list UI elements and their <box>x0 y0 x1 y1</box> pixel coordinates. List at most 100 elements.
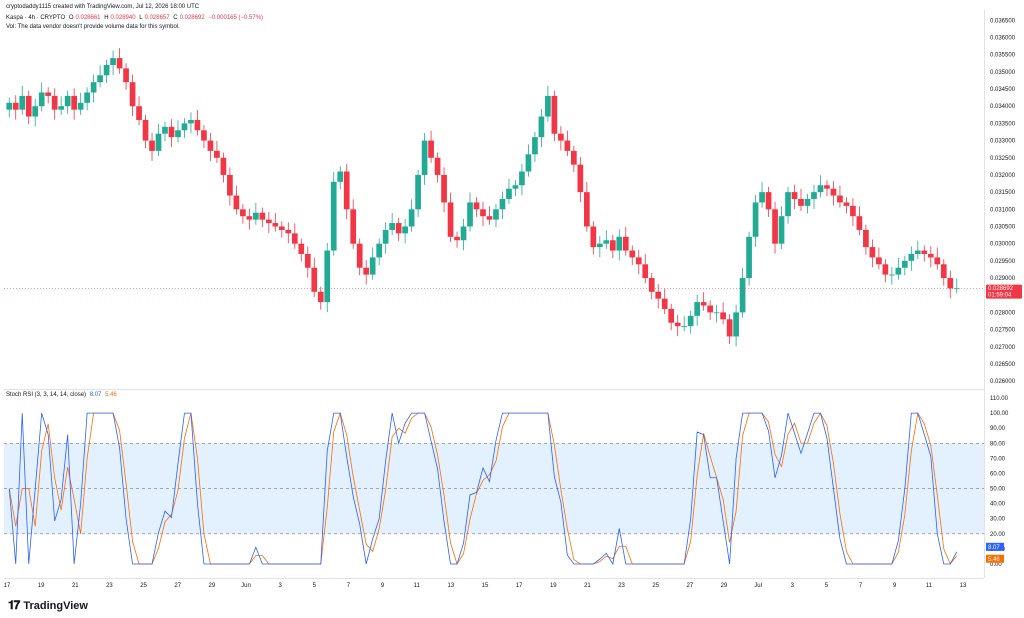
time-tick-label: 19 <box>38 583 45 589</box>
candle-body <box>512 185 519 189</box>
candle-body <box>415 174 421 210</box>
candle-body <box>324 250 331 303</box>
candle-body <box>32 106 39 117</box>
candle-body <box>934 257 941 265</box>
candle-layer[interactable] <box>6 48 960 347</box>
candle-body <box>668 308 675 323</box>
candle-body <box>726 319 733 337</box>
candle-body <box>532 137 538 155</box>
tradingview-logo-icon: 𝟏𝟕 <box>8 598 20 612</box>
candle-body <box>571 150 577 165</box>
candle-body <box>901 260 908 268</box>
candle-body <box>142 119 149 141</box>
time-tick-label: 29 <box>721 583 728 589</box>
time-tick-label: 13 <box>960 583 967 589</box>
time-tick-label: 3 <box>791 583 795 589</box>
candle-body <box>577 164 584 193</box>
candle-body <box>824 185 830 189</box>
candle-body <box>778 216 785 244</box>
price-tick-label: 0.026000 <box>990 379 1016 385</box>
tradingview-logo[interactable]: 𝟏𝟕 TradingView <box>8 598 88 613</box>
time-tick-label: 17 <box>516 583 523 589</box>
rsi-tick-label: 30.00 <box>990 517 1006 523</box>
high-value: 0.028940 <box>110 15 136 21</box>
candle-body <box>622 236 629 251</box>
candle-body <box>317 291 324 303</box>
candle-body <box>84 92 90 103</box>
candle-body <box>259 212 266 220</box>
candle-body <box>785 192 791 217</box>
time-tick-label: 29 <box>209 583 216 589</box>
time-tick-label: 19 <box>550 583 557 589</box>
symbol-name[interactable]: Kaspa · 4h · CRYPTO <box>6 15 66 21</box>
rsi-tick-label: 100.00 <box>990 411 1009 417</box>
candle-body <box>330 181 337 251</box>
candle-body <box>149 140 155 151</box>
price-countdown: 01:59:04 <box>988 293 1012 299</box>
candle-body <box>343 171 350 210</box>
candle-body <box>837 195 843 203</box>
candle-body <box>246 216 253 220</box>
candle-body <box>304 253 311 268</box>
candle-body <box>480 209 486 217</box>
candle-body <box>947 278 954 289</box>
rsi-tick-label: 40.00 <box>990 502 1006 508</box>
price-tick-label: 0.035000 <box>990 70 1016 76</box>
rsi-tick-label: 80.00 <box>990 441 1006 447</box>
change-value: −0.000165 (−0.57%) <box>208 15 264 21</box>
candle-body <box>376 243 383 258</box>
time-tick-label: 11 <box>414 583 421 589</box>
price-tick-label: 0.036500 <box>990 18 1016 24</box>
candle-body <box>850 205 856 217</box>
candle-body <box>194 119 201 131</box>
rsi-tick-label: 90.00 <box>990 426 1006 432</box>
candle-body <box>506 188 512 199</box>
candle-body <box>51 95 58 110</box>
rsi-d-tag-value: 5.46 <box>988 557 1000 563</box>
time-tick-label: 9 <box>893 583 897 589</box>
candle-body <box>681 326 688 327</box>
candle-body <box>895 267 902 275</box>
stoch-rsi-legend[interactable]: Stoch RSI (3, 3, 14, 14, close) 8.07 5.4… <box>6 392 119 398</box>
candle-body <box>876 257 882 265</box>
candle-body <box>253 212 259 220</box>
time-tick-label: 27 <box>174 583 181 589</box>
price-tick-label: 0.031500 <box>990 190 1016 196</box>
candle-body <box>616 236 623 251</box>
candle-body <box>648 278 655 292</box>
open-value: 0.028661 <box>75 15 101 21</box>
candle-body <box>817 185 824 193</box>
time-tick-label: 17 <box>4 583 11 589</box>
close-label: C <box>173 15 178 21</box>
candle-body <box>752 202 759 237</box>
candle-body <box>402 226 408 234</box>
current-price-tag <box>986 284 1022 299</box>
candle-body <box>629 250 636 258</box>
low-value: 0.028657 <box>144 15 170 21</box>
candle-body <box>687 315 694 327</box>
time-tick-label: Jul <box>754 583 762 589</box>
grid-layer <box>4 10 985 579</box>
price-tick-label: 0.033000 <box>990 139 1016 145</box>
current-price-value: 0.028692 <box>988 286 1014 292</box>
candle-body <box>45 92 52 96</box>
candle-body <box>337 171 344 182</box>
candle-body <box>162 126 168 134</box>
candle-body <box>291 233 298 244</box>
candle-body <box>739 278 746 313</box>
candle-body <box>19 95 26 110</box>
price-tick-label: 0.035500 <box>990 53 1016 59</box>
candle-body <box>220 157 227 175</box>
time-tick-label: 23 <box>618 583 625 589</box>
time-tick-label: 5 <box>825 583 829 589</box>
candle-body <box>421 140 428 175</box>
candle-body <box>700 302 707 306</box>
price-tick-label: 0.032500 <box>990 156 1016 162</box>
price-tick-label: 0.026500 <box>990 362 1016 368</box>
candle-body <box>558 133 564 141</box>
candle-body <box>123 68 129 83</box>
candle-body <box>64 95 71 107</box>
candle-body <box>103 64 110 76</box>
candle-body <box>227 174 233 196</box>
